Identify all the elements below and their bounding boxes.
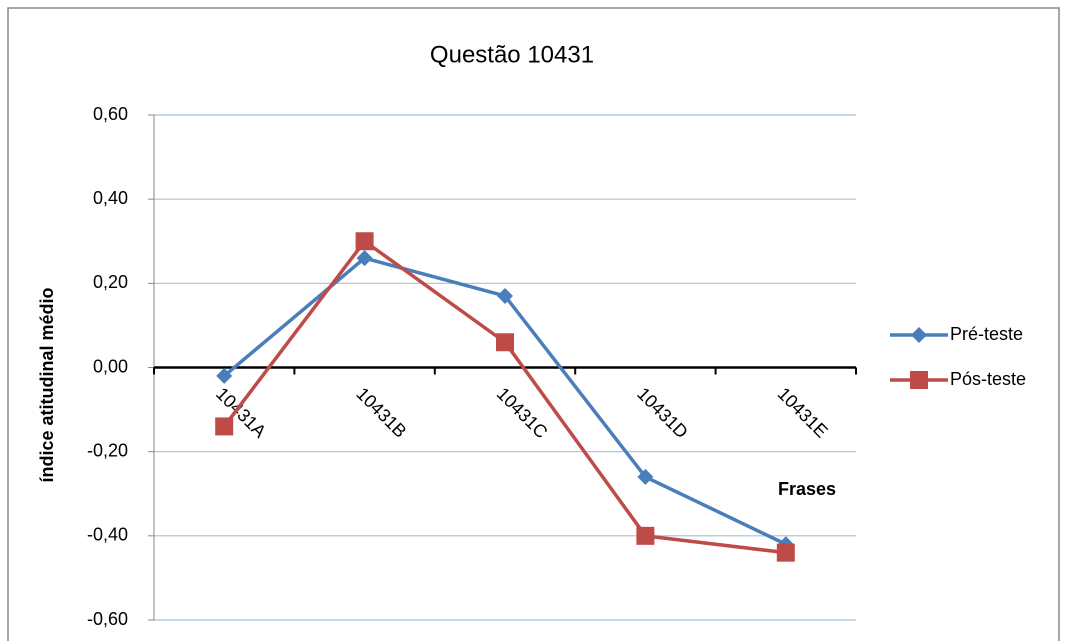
point xyxy=(216,367,233,384)
point xyxy=(911,327,927,343)
point xyxy=(637,468,654,485)
legend-label: Pré-teste xyxy=(950,324,1023,344)
y-tick-label: 0,40 xyxy=(93,188,128,208)
chart-title: Questão 10431 xyxy=(430,41,594,68)
y-axis-label: índice atitudinal médio xyxy=(37,287,57,482)
point xyxy=(910,371,928,389)
y-tick-label: -0,60 xyxy=(87,609,128,629)
point xyxy=(497,287,513,304)
point xyxy=(215,417,234,436)
point xyxy=(636,526,655,545)
point xyxy=(356,250,373,267)
point xyxy=(776,543,795,562)
legend-label: Pós-teste xyxy=(950,369,1026,389)
chart-border xyxy=(7,7,1060,641)
x-axis-label: Frases xyxy=(778,479,836,499)
y-tick-label: 0,60 xyxy=(93,104,128,124)
y-tick-label: 0,20 xyxy=(93,272,128,292)
y-tick-label: -0,20 xyxy=(87,440,128,460)
y-tick-label: -0,40 xyxy=(87,525,128,545)
y-tick-label: 0,00 xyxy=(93,356,128,376)
point xyxy=(496,333,514,352)
point xyxy=(355,232,374,251)
